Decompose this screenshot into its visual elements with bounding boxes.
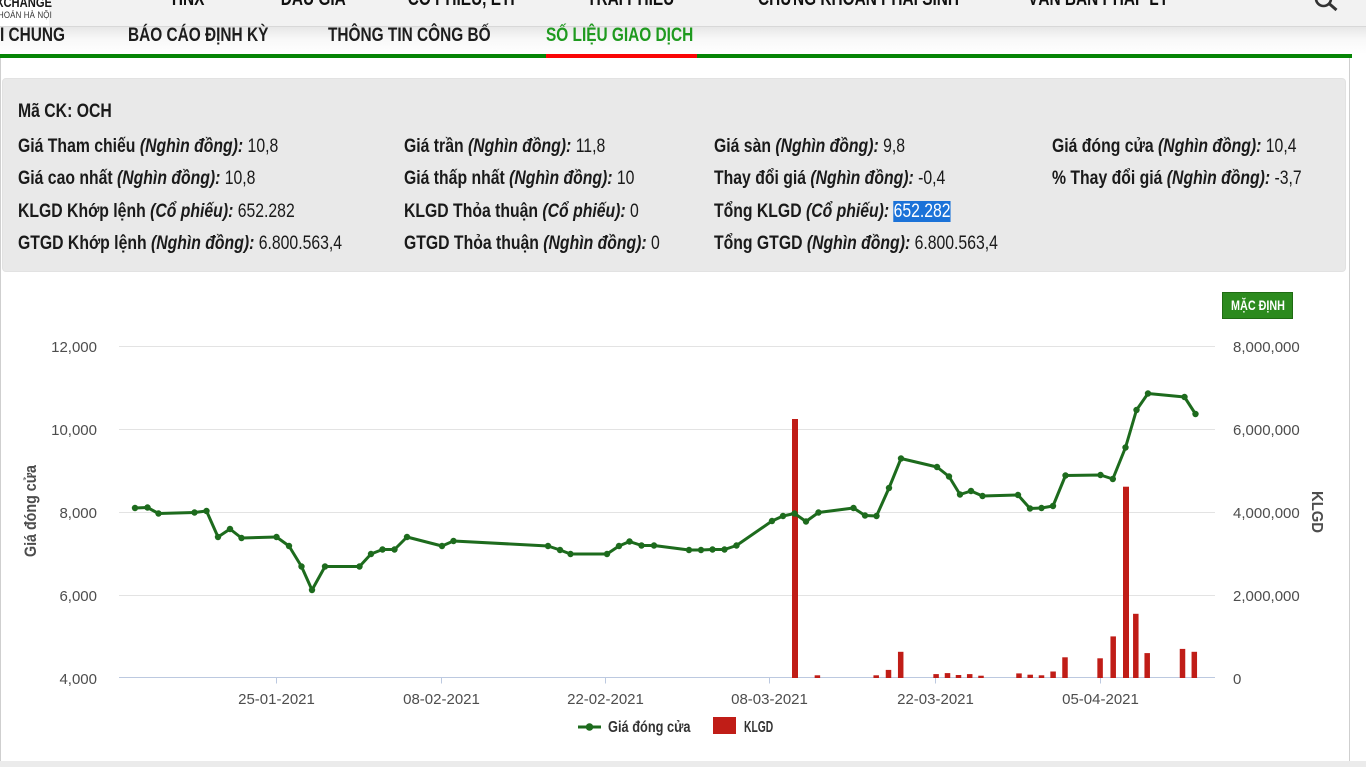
- svg-text:10,000: 10,000: [51, 422, 97, 439]
- svg-text:KLGD: KLGD: [1308, 491, 1325, 533]
- svg-text:8,000: 8,000: [59, 505, 97, 522]
- svg-text:6,000: 6,000: [59, 588, 97, 605]
- svg-text:22-02-2021: 22-02-2021: [567, 691, 644, 708]
- svg-text:05-04-2021: 05-04-2021: [1062, 691, 1139, 708]
- svg-text:4,000,000: 4,000,000: [1233, 505, 1300, 522]
- svg-text:22-03-2021: 22-03-2021: [897, 691, 974, 708]
- svg-text:08-02-2021: 08-02-2021: [403, 691, 480, 708]
- svg-text:08-03-2021: 08-03-2021: [731, 691, 808, 708]
- svg-text:6,000,000: 6,000,000: [1233, 422, 1300, 439]
- svg-text:12,000: 12,000: [51, 339, 97, 356]
- svg-text:4,000: 4,000: [59, 671, 97, 688]
- svg-text:2,000,000: 2,000,000: [1233, 588, 1300, 605]
- svg-text:25-01-2021: 25-01-2021: [238, 691, 315, 708]
- svg-text:0: 0: [1233, 671, 1241, 688]
- svg-text:Giá đóng cửa: Giá đóng cửa: [22, 464, 40, 557]
- svg-text:8,000,000: 8,000,000: [1233, 339, 1300, 356]
